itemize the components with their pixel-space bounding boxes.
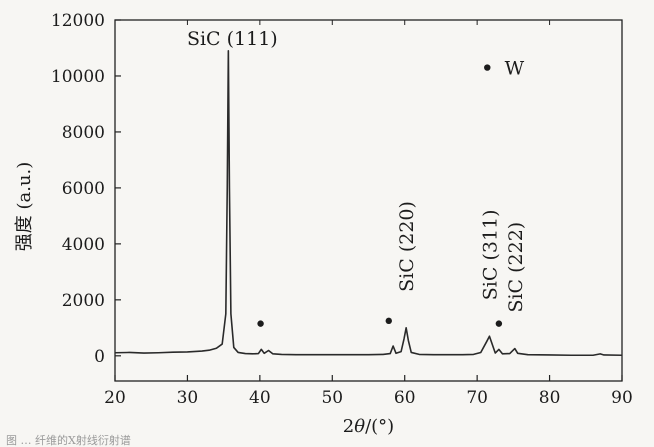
x-tick-label: 60 <box>394 388 416 408</box>
x-tick-label: 90 <box>611 388 633 408</box>
y-tick-label: 10000 <box>51 67 105 87</box>
plot-frame <box>114 19 623 382</box>
peak-label: SiC (111) <box>187 28 278 50</box>
x-axis-title: 2θ/(°) <box>343 416 394 437</box>
x-tick-label: 30 <box>177 388 199 408</box>
x-tick-label: 50 <box>321 388 343 408</box>
ticks: 20 30 40 50 60 70 80 90 0 2000 4000 6000 8000 10000 12… <box>51 11 633 408</box>
y-tick-label: 0 <box>94 347 105 367</box>
w-peak-marker <box>385 317 392 325</box>
x-axis-title-symbol: θ <box>354 416 365 437</box>
y-tick-label: 12000 <box>51 11 105 31</box>
peak-label: SiC (222) <box>505 222 527 313</box>
legend: W <box>484 58 525 80</box>
x-axis-title-prefix: 2 <box>343 416 354 437</box>
y-axis-title: 强度 (a.u.) <box>14 162 35 252</box>
xrd-pattern-line <box>114 49 623 357</box>
legend-label: W <box>505 58 525 80</box>
y-tick-label: 8000 <box>62 123 105 143</box>
y-tick-label: 6000 <box>62 179 105 199</box>
series <box>114 49 623 357</box>
x-tick-label: 40 <box>249 388 271 408</box>
y-tick-label: 2000 <box>62 291 105 311</box>
peak-labels: SiC (111) SiC (220) SiC (311) SiC (222) <box>187 28 527 313</box>
x-tick-label: 70 <box>466 388 488 408</box>
w-peak-marker <box>257 320 264 327</box>
x-axis-title-suffix: /(°) <box>365 416 394 437</box>
legend-w-marker <box>484 64 491 71</box>
peak-label: SiC (220) <box>396 201 418 292</box>
w-markers <box>257 317 503 327</box>
axes <box>114 19 623 382</box>
y-tick-label: 4000 <box>62 235 105 255</box>
w-peak-marker <box>495 320 503 327</box>
x-tick-label: 80 <box>539 388 561 408</box>
peak-label: SiC (311) <box>479 209 501 300</box>
figure-caption: 图 … 纤维的X射线衍射谱 <box>6 433 131 447</box>
x-tick-label: 20 <box>104 388 126 408</box>
